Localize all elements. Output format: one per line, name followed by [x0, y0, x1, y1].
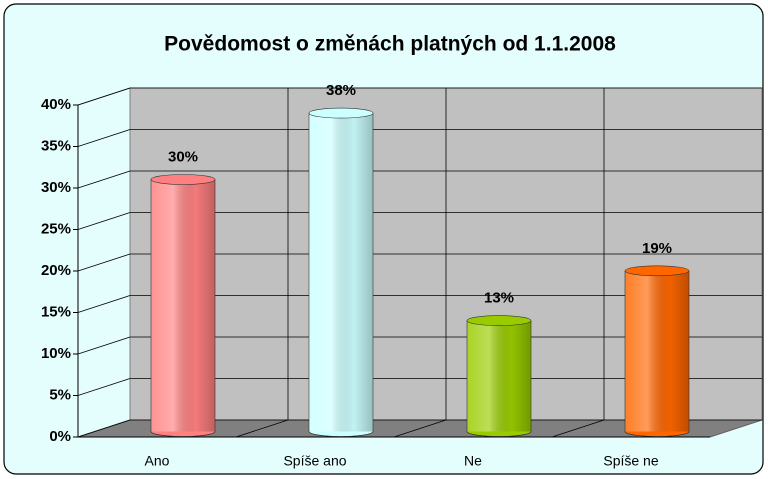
bar-top: [308, 107, 374, 119]
bar-outline: [308, 113, 374, 437]
bar-shade: [309, 113, 373, 432]
bar-top: [150, 174, 216, 185]
x-tick-label: Ano: [145, 453, 170, 469]
y-tick-label: 5%: [49, 386, 71, 403]
chart-title: Povědomost o změnách platných od 1.1.200…: [164, 33, 616, 56]
floor-divider: [393, 419, 447, 438]
grid-line-side: [77, 295, 131, 313]
floor-divider: [235, 419, 289, 438]
floor-divider: [551, 419, 605, 438]
bar-outline: [150, 179, 216, 437]
x-tick-label: Spíše ne: [603, 453, 658, 469]
x-tick-label: Ne: [464, 453, 482, 469]
value-label: 30%: [168, 148, 198, 165]
y-tick-label: 40%: [41, 96, 71, 113]
y-tick-label: 0%: [49, 428, 71, 445]
grid-line-side: [77, 129, 131, 147]
grid-line-side: [77, 336, 131, 355]
y-tick-label: 15%: [41, 303, 71, 320]
bar-top: [624, 265, 690, 277]
bar-outline: [466, 320, 532, 437]
bar-top: [466, 315, 532, 326]
grid-line-side: [77, 212, 131, 230]
bar-shade: [625, 270, 689, 432]
value-label: 13%: [484, 290, 514, 307]
bar-outline: [624, 270, 690, 437]
y-tick-label: 35%: [41, 137, 71, 154]
grid-line-side: [77, 378, 131, 396]
y-tick-label: 20%: [41, 262, 71, 279]
y-tick-label: 10%: [41, 345, 71, 362]
bar-shade: [467, 320, 531, 432]
grid-line-side: [77, 253, 131, 272]
grid-line-side: [77, 87, 131, 106]
grid-line-side: [77, 419, 131, 438]
value-label: 38%: [326, 82, 356, 99]
x-tick-label: Spíše ano: [283, 453, 346, 469]
grid-line-side: [77, 170, 131, 189]
y-tick-label: 30%: [41, 179, 71, 196]
y-tick-label: 25%: [41, 220, 71, 237]
bar-shade: [151, 179, 215, 432]
value-label: 19%: [642, 240, 672, 257]
plot-area: 0% 5% 10% 15% 20% 25% 30% 35% 40% Ano 30% Spíše ano…: [41, 82, 763, 469]
